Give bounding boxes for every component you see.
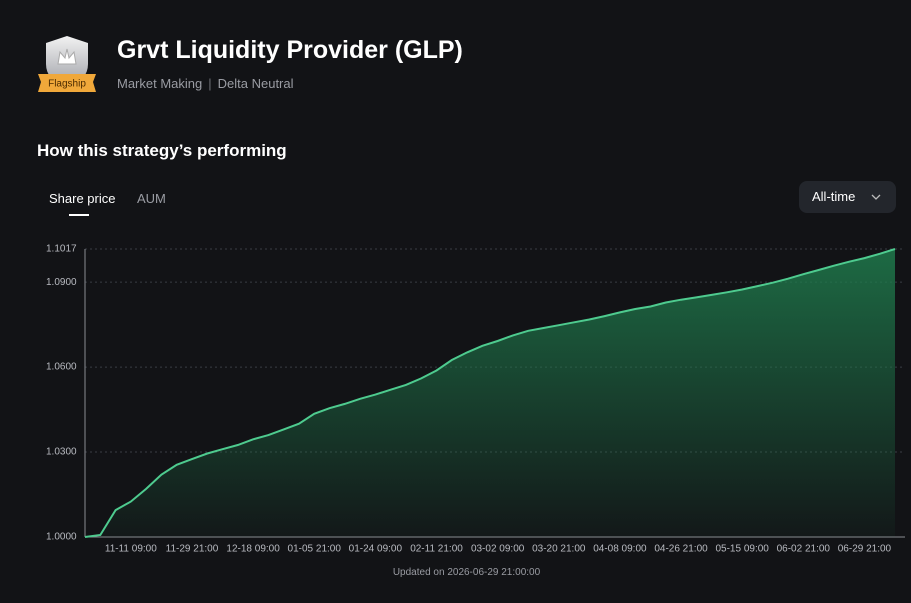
badge-text: Flagship bbox=[48, 79, 86, 90]
range-dropdown[interactable]: All-time bbox=[799, 181, 896, 213]
x-tick-label: 02-11 21:00 bbox=[410, 544, 463, 555]
x-tick-label: 11-11 09:00 bbox=[105, 544, 157, 555]
area bbox=[85, 249, 895, 537]
tab-share-price[interactable]: Share price bbox=[49, 191, 116, 206]
chart: 1.0000 1.0300 1.0600 1.0900 1.1017 11-11 09:0… bbox=[46, 244, 905, 555]
x-tick-label: 12-18 09:00 bbox=[226, 544, 280, 555]
tag: Market Making bbox=[117, 76, 203, 91]
x-tick-label: 03-20 21:00 bbox=[532, 544, 586, 555]
dropdown-label: All-time bbox=[812, 189, 856, 204]
x-tick-label: 11-29 21:00 bbox=[166, 544, 219, 555]
x-tick-label: 05-15 09:00 bbox=[715, 544, 769, 555]
tag: Delta Neutral bbox=[217, 76, 294, 91]
x-tick-label: 01-24 09:00 bbox=[349, 544, 403, 555]
x-tick-label: 04-08 09:00 bbox=[593, 544, 647, 555]
updated-note: Updated on 2026-06-29 21:00:00 bbox=[392, 567, 541, 578]
strategy-tags: Market Making | Delta Neutral bbox=[117, 76, 294, 91]
x-tick-label: 04-26 21:00 bbox=[654, 544, 708, 555]
y-tick-label: 1.1017 bbox=[46, 244, 77, 255]
price-line bbox=[84, 248, 896, 538]
flagship-badge: Flagship bbox=[38, 36, 96, 92]
x-tick-label: 01-05 21:00 bbox=[288, 544, 342, 555]
x-tick-label: 06-29 21:00 bbox=[838, 544, 892, 555]
x-tick-label: 06-02 21:00 bbox=[777, 544, 831, 555]
chevron-icon bbox=[871, 194, 881, 200]
y-tick-label: 1.0600 bbox=[46, 362, 77, 373]
separator: | bbox=[208, 76, 212, 91]
x-tick-label: 03-02 09:00 bbox=[471, 544, 525, 555]
y-tick-label: 1.0300 bbox=[46, 447, 77, 458]
tab-aum[interactable]: AUM bbox=[137, 191, 166, 206]
badge-ribbon bbox=[38, 74, 96, 92]
section-title: How this strategy’s performing bbox=[37, 141, 287, 160]
y-tick-label: 1.0900 bbox=[46, 277, 77, 288]
y-tick-label: 1.0000 bbox=[46, 532, 77, 543]
strategy-title: Grvt Liquidity Provider (GLP) bbox=[117, 36, 463, 64]
tab-indicator bbox=[69, 214, 89, 216]
crown-icon bbox=[57, 48, 77, 65]
